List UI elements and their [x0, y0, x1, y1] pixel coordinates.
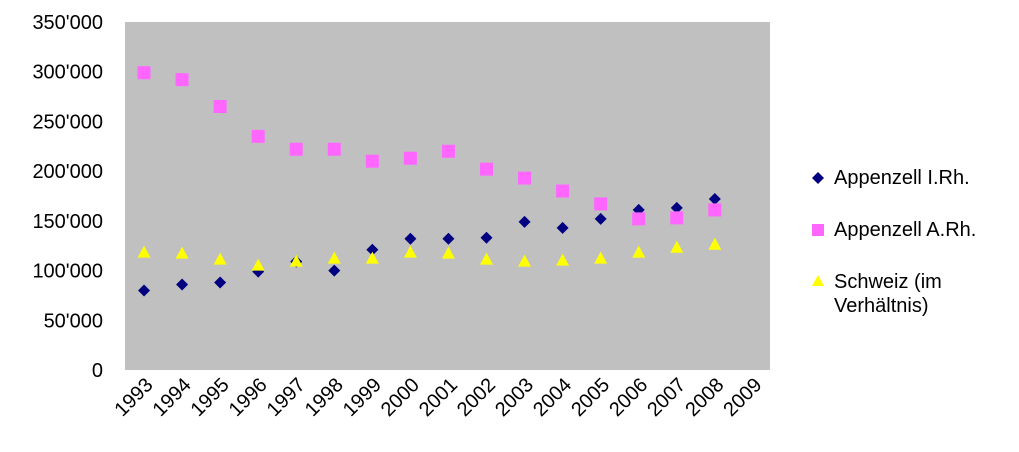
point-schweiz	[556, 253, 570, 266]
point-appenzell-arh	[594, 197, 608, 211]
point-appenzell-arh	[213, 100, 227, 114]
point-appenzell-irh	[518, 215, 531, 228]
triangle-marker-icon	[772, 270, 834, 294]
y-tick-label: 50'000	[44, 310, 103, 332]
x-tick-label: 2000	[377, 374, 424, 421]
x-tick-label: 1993	[111, 374, 158, 421]
x-tick-label: 1999	[339, 374, 386, 421]
point-schweiz	[480, 252, 494, 265]
point-appenzell-irh	[328, 264, 341, 277]
point-appenzell-arh	[708, 203, 722, 217]
point-appenzell-arh	[289, 142, 303, 156]
point-schweiz	[213, 252, 227, 265]
point-schweiz	[518, 254, 532, 267]
point-appenzell-irh	[442, 232, 455, 245]
point-appenzell-irh	[594, 212, 607, 225]
y-tick-label: 150'000	[32, 211, 103, 233]
point-appenzell-irh	[214, 276, 227, 289]
x-tick-label: 1996	[225, 374, 272, 421]
x-tick-label: 1995	[187, 374, 234, 421]
point-schweiz	[441, 246, 455, 259]
legend: Appenzell I.Rh. Appenzell A.Rh. Schweiz …	[772, 163, 1019, 320]
point-appenzell-arh	[251, 129, 265, 143]
point-schweiz	[327, 251, 341, 264]
y-tick-label: 350'000	[32, 12, 103, 34]
legend-label-schweiz-line2: Verhältnis)	[834, 295, 929, 317]
point-appenzell-arh	[403, 151, 417, 165]
x-tick-label: 2006	[605, 374, 652, 421]
x-tick-label: 2009	[719, 374, 766, 421]
x-tick-label: 2005	[567, 374, 614, 421]
point-appenzell-arh	[518, 171, 532, 185]
y-tick-label: 0	[92, 360, 103, 382]
legend-label-schweiz-line1: Schweiz (im	[834, 271, 942, 293]
point-appenzell-irh	[138, 284, 151, 297]
y-tick-label: 250'000	[32, 111, 103, 133]
point-schweiz	[632, 245, 646, 258]
x-tick-label: 2002	[453, 374, 500, 421]
point-appenzell-arh	[327, 142, 341, 156]
point-schweiz	[403, 245, 417, 258]
plot-area	[125, 22, 770, 370]
legend-label-appenzell-irh: Appenzell I.Rh.	[834, 167, 970, 189]
point-appenzell-arh	[441, 144, 455, 158]
x-tick-label: 2008	[681, 374, 728, 421]
point-schweiz	[251, 258, 265, 271]
x-tick-label: 1997	[263, 374, 310, 421]
x-tick-label: 1998	[301, 374, 348, 421]
point-appenzell-arh	[556, 184, 570, 198]
point-appenzell-irh	[708, 192, 721, 205]
point-appenzell-arh	[632, 212, 646, 226]
legend-item-appenzell-arh: Appenzell A.Rh.	[772, 218, 976, 242]
point-appenzell-arh	[365, 154, 379, 168]
y-axis-ticks: 0 50'000 100'000 150'000 200'000 250'000 300'0…	[32, 12, 103, 382]
legend-label-appenzell-arh: Appenzell A.Rh.	[834, 219, 977, 241]
x-axis-ticks: 1993199419951996199719981999200020012002…	[111, 374, 767, 421]
x-tick-label: 2004	[529, 374, 576, 421]
x-tick-label: 2007	[643, 374, 690, 421]
diamond-marker-icon	[772, 166, 834, 190]
y-tick-label: 200'000	[32, 161, 103, 183]
square-marker-icon	[772, 218, 834, 242]
point-appenzell-irh	[480, 231, 493, 244]
point-schweiz	[289, 254, 303, 267]
point-schweiz	[137, 245, 151, 258]
point-schweiz	[365, 251, 379, 264]
point-schweiz	[670, 240, 684, 253]
data-marks	[137, 66, 722, 297]
point-appenzell-arh	[137, 66, 151, 80]
point-appenzell-arh	[670, 211, 684, 225]
y-tick-label: 100'000	[32, 261, 103, 283]
point-appenzell-irh	[366, 243, 379, 256]
x-tick-label: 2001	[415, 374, 462, 421]
x-tick-label: 1994	[149, 374, 196, 421]
point-appenzell-irh	[556, 221, 569, 234]
point-appenzell-irh	[404, 232, 417, 245]
point-schweiz	[175, 246, 189, 259]
point-appenzell-irh	[176, 278, 189, 291]
legend-item-appenzell-irh: Appenzell I.Rh.	[772, 166, 970, 190]
point-schweiz	[594, 251, 608, 264]
point-appenzell-arh	[480, 162, 494, 176]
x-tick-label: 2003	[491, 374, 538, 421]
point-appenzell-irh	[670, 201, 683, 214]
point-appenzell-arh	[175, 73, 189, 87]
y-tick-label: 300'000	[32, 62, 103, 84]
point-schweiz	[708, 237, 722, 250]
legend-item-schweiz: Schweiz (im Verhältnis)	[772, 270, 942, 318]
